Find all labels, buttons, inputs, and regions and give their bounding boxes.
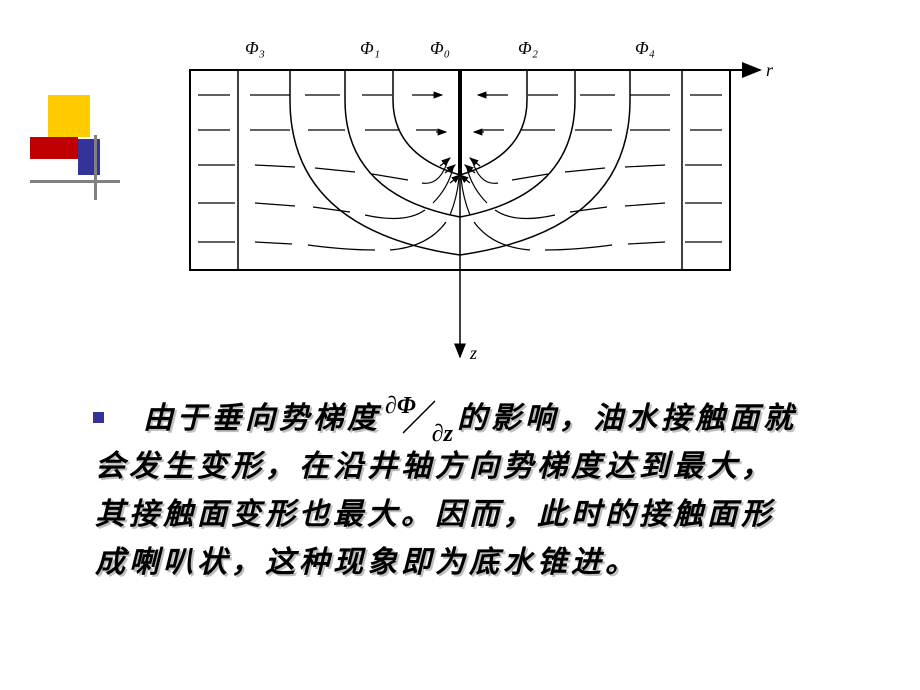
- text-line-4: 成喇叭状，这种现象即为底水锥进。: [95, 539, 845, 587]
- body-text: 由于垂向势梯度 ∂Φ ∂z 的影响，油水接触面就 会发生变形，在沿井轴方向势梯度…: [95, 395, 845, 587]
- svg-text:z: z: [469, 343, 477, 363]
- text-1b: 的影响，油水接触面就: [457, 395, 797, 443]
- text-line-2: 会发生变形，在沿井轴方向势梯度达到最大，: [95, 443, 845, 491]
- svg-text:Φ₃: Φ₃: [245, 38, 265, 58]
- bullet-square-icon: [93, 412, 104, 423]
- svg-text:Φ₁: Φ₁: [360, 38, 380, 58]
- deco-rect-red: [30, 137, 78, 159]
- text-line-1: 由于垂向势梯度 ∂Φ ∂z 的影响，油水接触面就: [95, 395, 845, 443]
- flow-diagram-svg: Φ₃ Φ₁ Φ₀ Φ₂ Φ₄ r z: [150, 10, 780, 370]
- slide-decoration: [30, 95, 120, 195]
- fraction-dphi-dz: ∂Φ ∂z: [383, 395, 455, 443]
- svg-text:Φ₀: Φ₀: [430, 38, 450, 58]
- svg-text:r: r: [766, 60, 774, 80]
- svg-text:Φ₄: Φ₄: [635, 38, 655, 58]
- flow-diagram: Φ₃ Φ₁ Φ₀ Φ₂ Φ₄ r z: [150, 10, 780, 370]
- deco-square-yellow: [48, 95, 90, 137]
- text-line-3: 其接触面变形也最大。因而，此时的接触面形: [95, 491, 845, 539]
- deco-line-vertical: [94, 135, 97, 200]
- fraction-denominator: ∂z: [432, 415, 453, 453]
- svg-text:Φ₂: Φ₂: [518, 38, 538, 58]
- deco-line-horizontal: [30, 180, 120, 183]
- text-1a: 由于垂向势梯度: [143, 395, 381, 443]
